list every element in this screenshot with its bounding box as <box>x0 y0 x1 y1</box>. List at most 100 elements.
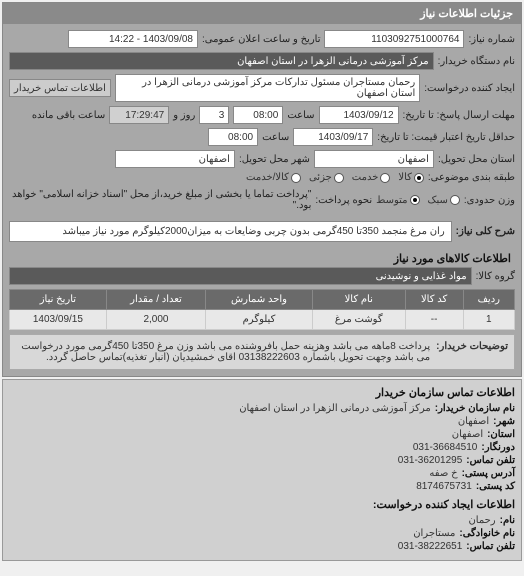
remain-suffix: ساعت باقی مانده <box>32 110 105 121</box>
pub-date-field: 1403/09/08 - 14:22 <box>68 30 198 48</box>
height-label: وزن حدودی: <box>464 195 515 206</box>
pkg-opt-both-label: کالا/خدمت <box>246 172 289 183</box>
creator-hdr: اطلاعات ایجاد کننده درخواست: <box>9 498 515 511</box>
remain-days: 3 <box>199 106 229 124</box>
min-valid-time: 08:00 <box>208 128 258 146</box>
radio-dot-icon <box>414 173 424 183</box>
contact-city-label: شهر: <box>493 416 515 427</box>
creator-last-label: نام خانوادگی: <box>459 528 515 539</box>
contact-org-row: نام سازمان خریدار: مرکز آموزشی درمانی ال… <box>9 403 515 414</box>
buyer-label: نام دستگاه خریدار: <box>438 56 515 67</box>
pub-date-label: تاریخ و ساعت اعلان عمومی: <box>202 34 321 45</box>
contact-phone-row: تلفن تماس: 031-36201295 <box>9 455 515 466</box>
pkg-radio-both[interactable]: کالا/خدمت <box>246 172 301 183</box>
creator-name-row: نام: رحمان <box>9 515 515 526</box>
radio-dot-icon <box>450 195 460 205</box>
radio-dot-icon <box>334 173 344 183</box>
contact-fax: 031-36684510 <box>413 442 478 453</box>
creator-name: رحمان <box>468 515 495 526</box>
pkg-radio-goods[interactable]: کالا <box>398 172 424 183</box>
items-header-row: ردیف کد کالا نام کالا واحد شمارش تعداد /… <box>10 290 515 310</box>
creator-name-label: نام: <box>500 515 515 526</box>
cell-qty: 2,000 <box>106 310 205 330</box>
cell-idx: 1 <box>463 310 514 330</box>
min-valid-date: 1403/09/17 <box>293 128 373 146</box>
pay-note: "پرداخت تماما یا بخشی از مبلغ خرید،از مح… <box>9 187 311 213</box>
deliver-city: اصفهان <box>115 150 235 168</box>
req-no-label: شماره نیاز: <box>468 34 515 45</box>
subject-field: ران مرغ منجمد 350تا 450گرمی بدون چربی وض… <box>9 221 452 242</box>
col-qty: تعداد / مقدار <box>106 290 205 310</box>
contact-org-label: نام سازمان خریدار: <box>435 403 515 414</box>
contact-postal-row: کد پستی: 8174675731 <box>9 481 515 492</box>
contact-fax-label: دورنگار: <box>481 442 515 453</box>
radio-dot-icon <box>410 195 420 205</box>
contact-postal: 8174675731 <box>416 481 472 492</box>
deliver-province: اصفهان <box>314 150 434 168</box>
contact-province-label: استان: <box>487 429 515 440</box>
remain-days-label: روز و <box>173 110 195 121</box>
subject-label: شرح کلی نیاز: <box>456 226 515 237</box>
pkg-opt-goods-label: کالا <box>398 172 412 183</box>
contact-buyer-button[interactable]: اطلاعات تماس خریدار <box>9 79 111 97</box>
pkg-radio-service[interactable]: خدمت <box>352 172 391 183</box>
need-details-panel: جزئیات اطلاعات نیاز شماره نیاز: 11030927… <box>2 2 522 377</box>
creator-phone-row: تلفن تماس: 031-38222651 <box>9 541 515 552</box>
col-unit: واحد شمارش <box>206 290 313 310</box>
items-table: ردیف کد کالا نام کالا واحد شمارش تعداد /… <box>9 289 515 330</box>
contact-phone-label: تلفن تماس: <box>466 455 515 466</box>
row-min-valid: حداقل تاریخ اعتبار قیمت: تا تاریخ: 1403/… <box>9 128 515 146</box>
pkg-label: طبقه بندی موضوعی: <box>428 172 515 183</box>
deliver-province-label: استان محل تحویل: <box>438 154 515 165</box>
contact-postal-label: کد پستی: <box>476 481 515 492</box>
height-opt-mid-label: متوسط <box>376 195 407 206</box>
creator-last: مستاجران <box>413 528 455 539</box>
row-deliver-loc: استان محل تحویل: اصفهان شهر محل تحویل: ا… <box>9 150 515 168</box>
cell-code: -- <box>405 310 463 330</box>
contact-title: اطلاعات تماس سازمان خریدار <box>9 386 515 399</box>
col-name: نام کالا <box>312 290 405 310</box>
cell-unit: کیلوگرم <box>206 310 313 330</box>
contact-city-row: شهر: اصفهان <box>9 416 515 427</box>
contact-fax-row: دورنگار: 031-36684510 <box>9 442 515 453</box>
pkg-radio-partial[interactable]: جزئی <box>309 172 344 183</box>
row-buyer: نام دستگاه خریدار: مرکز آموزشی درمانی ال… <box>9 52 515 70</box>
radio-dot-icon <box>291 173 301 183</box>
pkg-opt-partial-label: جزئی <box>309 172 332 183</box>
creator-label: ایجاد کننده درخواست: <box>424 83 515 94</box>
pkg-opt-service-label: خدمت <box>352 172 379 183</box>
deadline-reply-time-label: ساعت <box>287 110 314 121</box>
contact-city: اصفهان <box>458 416 489 427</box>
pay-label: نحوه پرداخت: <box>315 195 372 206</box>
deadline-reply-time: 08:00 <box>233 106 283 124</box>
contact-panel: اطلاعات تماس سازمان خریدار نام سازمان خر… <box>2 379 522 561</box>
row-height-pay: وزن حدودی: سبک متوسط نحوه پرداخت: "پرداخ… <box>9 187 515 213</box>
row-subject: شرح کلی نیاز: ران مرغ منجمد 350تا 450گرم… <box>9 221 515 242</box>
row-deadline: مهلت ارسال پاسخ: تا تاریخ: 1403/09/12 سا… <box>9 106 515 124</box>
creator-field: رحمان مستاجران مسئول تدارکات مرکز آموزشی… <box>115 74 420 102</box>
col-date: تاریخ نیاز <box>10 290 107 310</box>
pkg-radio-group: کالا خدمت جزئی کالا/خدمت <box>246 172 424 183</box>
creator-last-row: نام خانوادگی: مستاجران <box>9 528 515 539</box>
contact-addr-label: آدرس پستی: <box>462 468 515 479</box>
row-creator: ایجاد کننده درخواست: رحمان مستاجران مسئو… <box>9 74 515 102</box>
table-row[interactable]: 1 -- گوشت مرغ کیلوگرم 2,000 1403/09/15 <box>10 310 515 330</box>
min-valid-time-label: ساعت <box>262 132 289 143</box>
col-idx: ردیف <box>463 290 514 310</box>
group-field: مواد غذایی و نوشیدنی <box>9 267 472 285</box>
height-radio-mid[interactable]: متوسط <box>376 195 419 206</box>
contact-addr: خ صفه <box>429 468 457 479</box>
panel-body: شماره نیاز: 1103092751000764 تاریخ و ساع… <box>3 24 521 376</box>
deadline-reply-date: 1403/09/12 <box>319 106 399 124</box>
group-label: گروه کالا: <box>476 271 515 282</box>
creator-phone-label: تلفن تماس: <box>466 541 515 552</box>
buyer-field: مرکز آموزشی درمانی الزهرا در استان اصفها… <box>9 52 434 70</box>
height-radio-light[interactable]: سبک <box>428 195 460 206</box>
contact-province-row: استان: اصفهان <box>9 429 515 440</box>
items-section-title: اطلاعات کالاهای مورد نیاز <box>9 246 515 267</box>
cell-name: گوشت مرغ <box>312 310 405 330</box>
row-group: گروه کالا: مواد غذایی و نوشیدنی <box>9 267 515 285</box>
cell-date: 1403/09/15 <box>10 310 107 330</box>
deliver-city-label: شهر محل تحویل: <box>239 154 310 165</box>
height-opt-light-label: سبک <box>428 195 448 206</box>
